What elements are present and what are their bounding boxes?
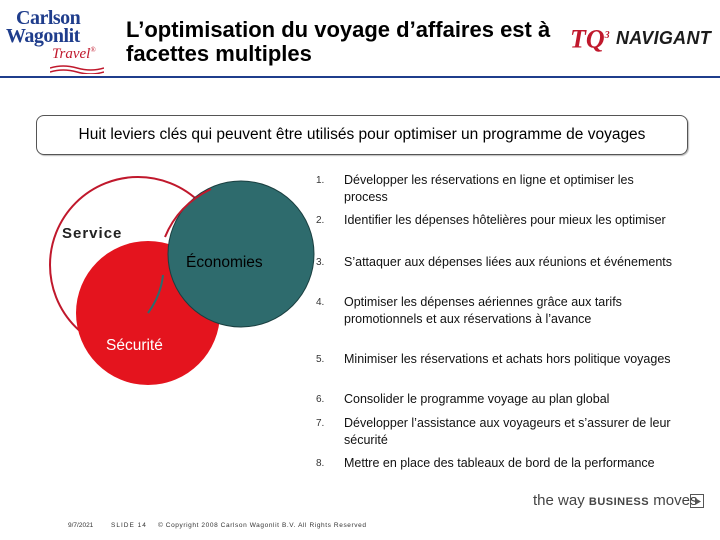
tagline: the way BUSINESS moves xyxy=(533,492,698,509)
venn-label-service: Service xyxy=(62,225,123,242)
logo-line2: Wagonlit xyxy=(6,25,80,47)
tq3-navigant-logo: TQ3 NAVIGANT xyxy=(568,20,716,54)
summary-text: Huit leviers clés qui peuvent être utili… xyxy=(78,126,646,143)
logo-line1: Carlson xyxy=(16,7,81,29)
carlson-wagonlit-logo: Carlson Wagonlit Travel® xyxy=(6,6,106,76)
next-slide-icon[interactable] xyxy=(690,494,704,508)
venn-diagram xyxy=(49,176,315,385)
venn-overlap-arc xyxy=(164,188,212,238)
footer-copyright: © Copyright 2008 Carlson Wagonlit B.V. A… xyxy=(158,522,367,529)
footer-slide-number: SLIDE 14 xyxy=(111,522,147,529)
venn-circle-economies xyxy=(167,180,315,328)
logo-line3: Travel® xyxy=(52,46,96,62)
navigant-wordmark: NAVIGANT xyxy=(616,28,712,48)
summary-box: Huit leviers clés qui peuvent être utili… xyxy=(36,115,688,155)
header-divider xyxy=(0,76,720,78)
slide-title: L’optimisation du voyage d’affaires est … xyxy=(126,17,551,66)
logo-wave-icon xyxy=(50,65,104,74)
footer-date: 9/7/2021 xyxy=(68,522,94,529)
venn-label-economies: Économies xyxy=(186,254,263,271)
venn-overlap-arc2 xyxy=(147,274,164,314)
venn-label-securite: Sécurité xyxy=(106,337,163,354)
tq-mark: TQ3 xyxy=(570,24,610,54)
